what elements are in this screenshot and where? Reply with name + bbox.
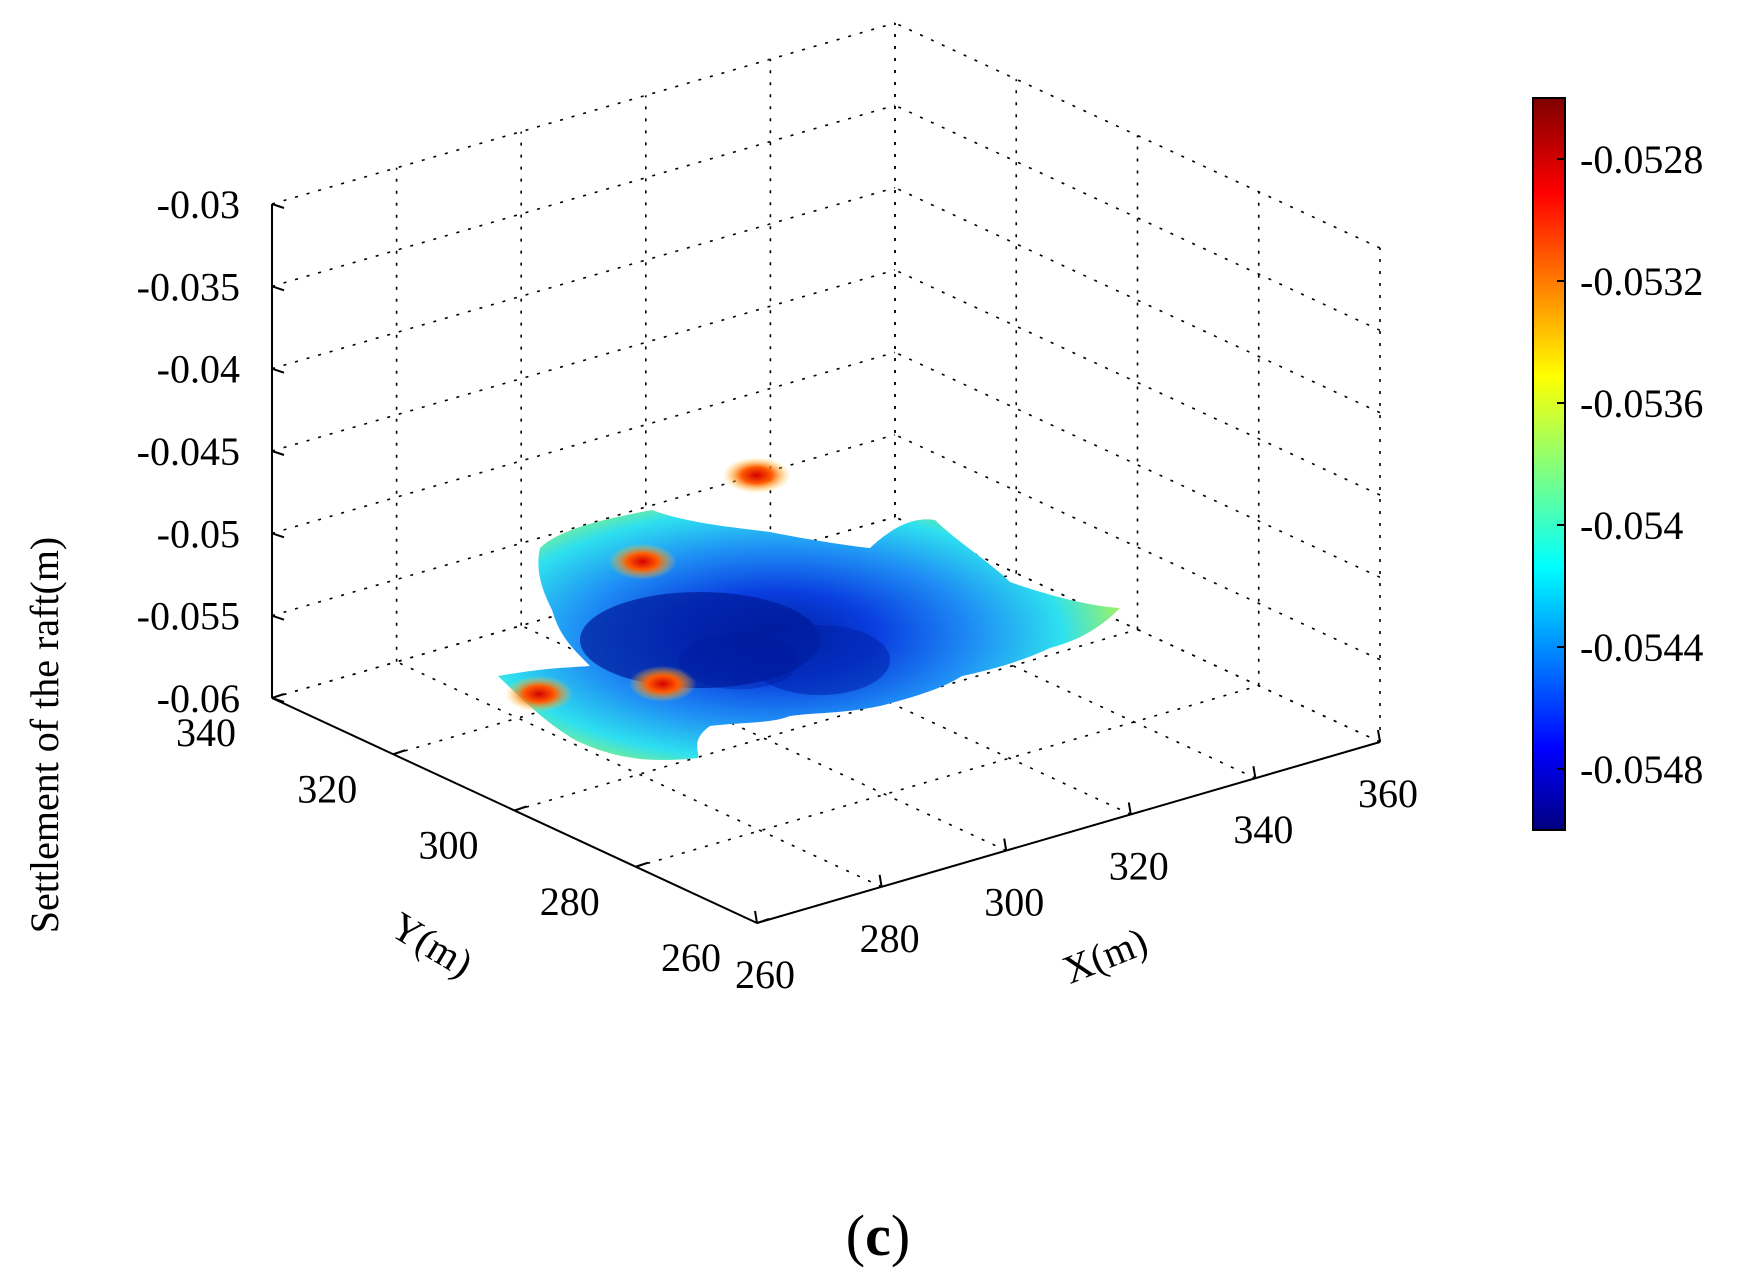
colorbar-tick-label: -0.0548 (1580, 747, 1703, 792)
surface-peak (628, 665, 697, 702)
surface-trough (678, 633, 799, 690)
z-tick-mark (271, 203, 285, 209)
z-tick-label: -0.04 (157, 347, 240, 392)
panel-label: (c) (846, 1203, 910, 1268)
colorbar-tick-label: -0.0536 (1580, 381, 1703, 426)
grid-line (514, 628, 1138, 812)
y-tick-mark (271, 693, 285, 699)
y-tick-label: 320 (297, 766, 357, 811)
z-tick-label: -0.05 (157, 511, 240, 556)
x-tick-labels: 260 280 300 320 340 360 (735, 771, 1418, 997)
x-tick-mark (1377, 729, 1381, 743)
colorbar-gradient (1532, 97, 1566, 831)
z-tick-label: -0.03 (157, 182, 240, 227)
x-axis-line (756, 741, 1381, 924)
grid-line (271, 433, 896, 617)
z-tick-mark (271, 532, 285, 539)
grid-line (635, 684, 1259, 868)
grid-line (271, 186, 896, 370)
y-tick-mark (392, 749, 406, 756)
y-tick-mark (635, 861, 649, 868)
grid-line (894, 104, 1381, 332)
z-axis-label: Settlement of the raft(m) (22, 537, 67, 934)
surface-peak (722, 457, 791, 494)
grid-line (894, 269, 1381, 496)
colorbar-tick-label: -0.0544 (1580, 625, 1703, 670)
z-tick-labels: -0.03 -0.035 -0.04 -0.045 -0.05 -0.055 -0.06 (137, 182, 240, 721)
axes-grid (271, 22, 1381, 924)
x-tick-label: 280 (860, 916, 920, 961)
z-tick-mark (271, 614, 285, 621)
x-tick-mark (1003, 838, 1008, 851)
z-tick-label: -0.045 (137, 429, 240, 474)
surface-peak (608, 543, 677, 580)
grid-line (894, 433, 1381, 661)
grid-line (271, 22, 896, 205)
x-tick-label: 320 (1109, 843, 1169, 888)
y-tick-mark (756, 918, 770, 924)
x-tick-label: 260 (735, 952, 795, 997)
y-tick-label: 340 (176, 710, 236, 755)
x-tick-mark (1252, 766, 1257, 779)
colorbar-tick-label: -0.0528 (1580, 137, 1703, 182)
x-tick-label: 300 (984, 880, 1044, 925)
colorbar: -0.0528 -0.0532 -0.0536 -0.054 -0.0544 -0.054… (1532, 97, 1703, 831)
y-tick-label: 280 (540, 879, 600, 924)
colorbar-tick-label: -0.0532 (1580, 259, 1703, 304)
x-tick-label: 340 (1233, 807, 1293, 852)
settlement-surface (498, 457, 1120, 761)
x-tick-mark (754, 910, 758, 924)
y-tick-mark (514, 805, 527, 812)
x-tick-mark (1127, 802, 1132, 815)
x-axis-label: X(m) (1056, 918, 1153, 992)
x-tick-label: 360 (1358, 771, 1418, 816)
surface-peak (505, 675, 574, 712)
z-tick-label: -0.035 (137, 264, 240, 309)
z-tick-mark (271, 450, 285, 456)
grid-line (271, 351, 896, 535)
y-tick-labels: 260 280 300 320 340 (176, 710, 721, 980)
y-tick-label: 260 (661, 935, 721, 980)
grid-line (894, 22, 1381, 249)
z-tick-mark (271, 367, 285, 374)
z-tick-label: -0.06 (157, 676, 240, 721)
z-tick-mark (271, 697, 285, 703)
z-tick-mark (271, 285, 285, 292)
colorbar-tick-label: -0.054 (1580, 503, 1683, 548)
grid-line (894, 351, 1381, 579)
y-axis-label: Y(m) (383, 903, 480, 986)
grid-line (894, 186, 1381, 414)
grid-line (271, 269, 896, 452)
z-tick-label: -0.055 (137, 594, 240, 639)
grid-line (396, 661, 882, 888)
grid-line (271, 104, 896, 288)
y-tick-label: 300 (419, 823, 479, 868)
x-tick-mark (878, 874, 883, 887)
axis-lines (271, 203, 1381, 924)
